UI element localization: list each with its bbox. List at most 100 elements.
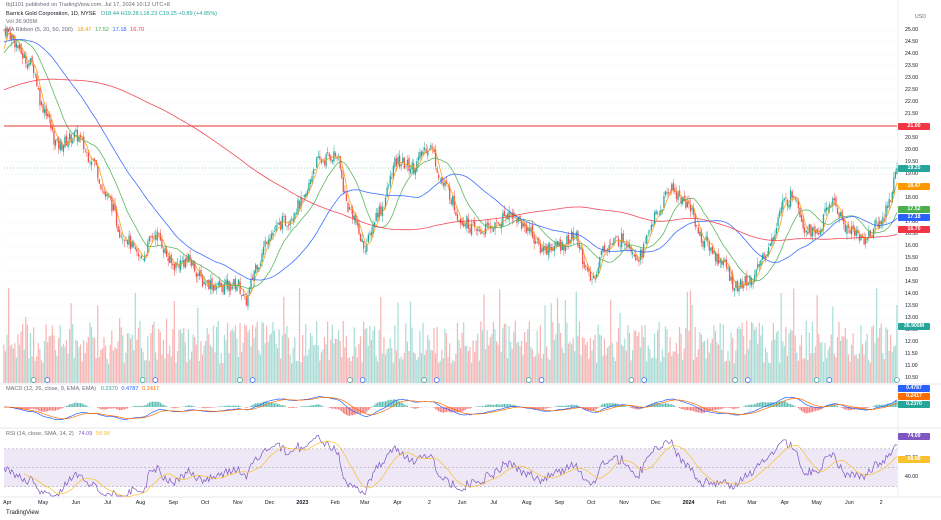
macd-histogram-bar xyxy=(345,407,347,415)
candle-body xyxy=(691,208,693,211)
macd-histogram-bar xyxy=(714,407,717,411)
volume-bar xyxy=(805,320,807,383)
tradingview-logo[interactable]: TradingView xyxy=(6,510,39,516)
volume-bar xyxy=(345,335,347,383)
volume-bar xyxy=(585,344,587,383)
volume-bar xyxy=(175,362,177,383)
macd-histogram-bar xyxy=(141,405,143,407)
macd-histogram-bar xyxy=(799,407,801,410)
volume-bar xyxy=(886,329,889,383)
candle-body xyxy=(539,243,542,253)
candle-body xyxy=(173,263,176,271)
macd-histogram-bar xyxy=(44,407,46,412)
candle-body xyxy=(713,250,715,254)
candle-body xyxy=(311,176,313,182)
candle-body xyxy=(388,185,390,187)
price-tick-label: 20.00 xyxy=(905,147,918,153)
volume-bar xyxy=(586,342,588,383)
price-tick-label: 12.00 xyxy=(905,339,918,345)
volume-bar xyxy=(428,339,430,383)
macd-histogram-bar xyxy=(758,402,760,407)
candle-body xyxy=(646,234,648,244)
candle-body xyxy=(341,169,343,178)
macd-histogram-bar xyxy=(567,405,570,407)
volume-bar xyxy=(147,336,149,383)
candle-body xyxy=(133,242,135,247)
volume-bar xyxy=(419,331,421,383)
candle-body xyxy=(151,236,154,239)
macd-histogram-bar xyxy=(774,402,776,407)
candle-body xyxy=(581,248,584,264)
candle-body xyxy=(707,237,709,241)
volume-bar xyxy=(167,354,169,383)
macd-histogram-bar xyxy=(58,407,60,410)
macd-histogram-bar xyxy=(153,401,155,407)
volume-bar xyxy=(186,362,188,383)
macd-histogram-bar xyxy=(594,407,596,410)
volume-bar xyxy=(858,353,860,383)
volume-bar xyxy=(231,328,233,383)
event-marker xyxy=(30,377,37,383)
candle-body xyxy=(414,169,416,175)
macd-histogram-bar xyxy=(306,406,308,407)
candle-body xyxy=(398,155,401,168)
volume-bar xyxy=(392,362,394,383)
currency-label[interactable]: USD xyxy=(915,14,926,20)
volume-bar xyxy=(37,342,39,383)
candle-body xyxy=(785,197,787,199)
macd-histogram-bar xyxy=(818,407,820,411)
candle-body xyxy=(735,281,737,288)
ma-ribbon-legend[interactable]: MA Ribbon (5, 20, 50, 200) 18.47 17.52 1… xyxy=(6,27,144,34)
candle-body xyxy=(33,64,35,74)
rsi-pane xyxy=(3,434,898,497)
candle-body xyxy=(835,197,837,207)
candle-body xyxy=(699,232,701,236)
macd-legend[interactable]: MACD (12, 26, close, 9, EMA, EMA) 0.2370… xyxy=(6,386,159,393)
macd-histogram-bar xyxy=(133,406,135,407)
volume-bar xyxy=(438,362,440,383)
macd-histogram-bar xyxy=(64,406,66,407)
candle-body xyxy=(666,192,668,194)
symbol-title[interactable]: Barrick Gold Corporation, 1D, NYSE xyxy=(6,11,97,17)
volume-bar xyxy=(17,334,19,383)
macd-histogram-bar xyxy=(288,407,290,408)
candle-body xyxy=(525,224,527,234)
volume-bar xyxy=(549,359,551,383)
macd-histogram-bar xyxy=(761,401,764,407)
macd-histogram-bar xyxy=(502,404,504,407)
price-tick-label: 13.00 xyxy=(905,315,918,321)
volume-bar xyxy=(685,327,687,383)
macd-histogram-bar xyxy=(253,404,255,407)
candle-body xyxy=(549,243,551,253)
macd-histogram-bar xyxy=(613,403,615,407)
candle-body xyxy=(708,241,710,251)
event-markers xyxy=(30,377,900,383)
macd-histogram-bar xyxy=(28,407,30,410)
candle-body xyxy=(148,236,151,242)
macd-histogram-bar xyxy=(303,406,305,407)
volume-bar xyxy=(461,332,463,383)
volume-bar xyxy=(383,337,385,383)
candle-body xyxy=(635,254,637,261)
volume-bar xyxy=(836,337,839,383)
volume-bar xyxy=(441,349,443,383)
candle-body xyxy=(694,213,696,227)
macd-histogram-bar xyxy=(449,407,451,413)
candle-body xyxy=(488,223,490,226)
candle-body xyxy=(253,270,255,282)
volume-bar xyxy=(214,352,216,383)
macd-histogram-bar xyxy=(804,407,806,414)
macd-tag: 0.2370 xyxy=(898,401,930,408)
macd-histogram-bar xyxy=(500,404,502,407)
rsi-legend[interactable]: RSI (14, close, SMA, 14, 2) 74.09 58.98 xyxy=(6,431,110,438)
volume-bar xyxy=(603,338,606,383)
candle-body xyxy=(616,236,618,238)
volume-bar xyxy=(314,345,316,383)
candle-body xyxy=(700,230,703,243)
candle-body xyxy=(890,200,892,202)
price-tick-label: 24.50 xyxy=(905,39,918,45)
volume-bar xyxy=(380,296,382,383)
macd-histogram-bar xyxy=(69,404,71,407)
macd-histogram-bar xyxy=(73,402,75,407)
